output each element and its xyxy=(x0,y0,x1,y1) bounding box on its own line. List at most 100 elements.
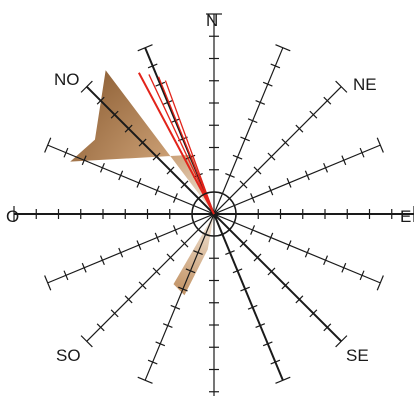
tick-3-1-6 xyxy=(81,262,87,273)
label-so: SO xyxy=(56,346,81,365)
tick-2-0-1 xyxy=(239,180,248,189)
label-no: NO xyxy=(54,70,80,89)
tick-2-1-3 xyxy=(152,267,161,276)
tick-7-1-8 xyxy=(137,44,153,52)
tick-7-0-6 xyxy=(262,341,273,347)
tick-3-0-8 xyxy=(376,137,384,153)
tick-6-0-7 xyxy=(323,323,332,332)
tick-1-0-7 xyxy=(270,63,281,69)
tick-6-1-4 xyxy=(138,138,147,147)
tick-5-0-4 xyxy=(304,247,310,258)
tick-6-0-8 xyxy=(335,335,348,348)
tick-2-1-2 xyxy=(166,253,175,262)
tick-5-0-5 xyxy=(323,255,329,266)
tick-6-1-6 xyxy=(110,110,119,119)
tick-3-0-1 xyxy=(250,193,256,203)
petals-layer xyxy=(70,70,215,296)
red-lines-layer xyxy=(138,72,215,215)
tick-5-1-5 xyxy=(99,162,105,173)
tick-1-0-6 xyxy=(262,81,273,87)
red-line-4 xyxy=(164,80,215,215)
tick-5-0-8 xyxy=(376,275,384,291)
tick-1-1-8 xyxy=(137,376,153,384)
tick-1-0-5 xyxy=(255,99,266,105)
tick-1-1-1 xyxy=(193,250,203,256)
tick-2-1-6 xyxy=(110,309,119,318)
tick-6-1-2 xyxy=(166,166,175,175)
tick-2-0-7 xyxy=(323,96,332,105)
tick-7-0-4 xyxy=(247,304,258,310)
tick-5-1-4 xyxy=(118,170,124,181)
tick-7-0-8 xyxy=(275,376,291,384)
red-line-2 xyxy=(148,74,215,215)
tick-1-1-5 xyxy=(162,323,173,329)
tick-5-1-6 xyxy=(81,155,87,166)
tick-5-0-6 xyxy=(341,262,347,273)
label-o: O xyxy=(6,207,19,226)
tick-5-1-2 xyxy=(154,185,160,196)
tick-6-1-3 xyxy=(152,152,161,161)
tick-6-1-1 xyxy=(180,180,189,189)
tick-5-0-3 xyxy=(286,240,292,250)
tick-5-1-1 xyxy=(172,193,178,203)
tick-7-1-4 xyxy=(170,118,181,124)
tick-7-1-5 xyxy=(162,99,173,105)
center-circle xyxy=(191,191,237,237)
tick-3-1-3 xyxy=(136,240,142,250)
red-line-1 xyxy=(138,72,215,215)
tick-3-0-3 xyxy=(286,178,292,188)
tick-3-0-4 xyxy=(304,170,310,181)
tick-1-0-8 xyxy=(275,44,291,52)
tick-6-0-4 xyxy=(281,281,290,290)
tick-2-0-4 xyxy=(281,138,290,147)
tick-6-0-3 xyxy=(267,267,276,276)
tick-2-0-5 xyxy=(295,124,304,133)
tick-2-1-7 xyxy=(96,323,105,332)
red-line-3 xyxy=(157,76,215,215)
tick-6-0-2 xyxy=(253,253,262,262)
tick-5-1-3 xyxy=(136,178,142,188)
label-e: E xyxy=(400,207,411,226)
tick-2-1-8 xyxy=(80,335,93,348)
tick-2-0-3 xyxy=(267,152,276,161)
tick-2-0-8 xyxy=(335,80,348,93)
tick-3-1-1 xyxy=(172,225,178,235)
tick-2-1-5 xyxy=(124,295,133,304)
tick-7-0-7 xyxy=(270,359,281,365)
label-ne: NE xyxy=(353,75,377,94)
tick-5-1-7 xyxy=(63,147,69,158)
tick-7-1-7 xyxy=(147,63,158,69)
tick-3-1-8 xyxy=(44,275,52,291)
tick-3-0-7 xyxy=(359,147,365,158)
tick-2-0-2 xyxy=(253,166,262,175)
tick-5-0-7 xyxy=(359,270,365,281)
label-n: N xyxy=(206,11,218,30)
tick-2-0-6 xyxy=(309,110,318,119)
tick-7-1-6 xyxy=(155,81,166,87)
tick-6-1-5 xyxy=(124,124,133,133)
label-se: SE xyxy=(346,346,369,365)
tick-3-1-4 xyxy=(118,247,124,258)
tick-3-0-5 xyxy=(323,162,329,173)
tick-6-1-8 xyxy=(80,80,93,93)
tick-3-0-2 xyxy=(268,185,274,196)
tick-5-0-1 xyxy=(250,225,256,235)
tick-2-1-1 xyxy=(180,239,189,248)
tick-1-0-2 xyxy=(232,154,243,160)
tick-6-0-1 xyxy=(239,239,248,248)
tick-2-1-4 xyxy=(138,281,147,290)
tick-7-0-2 xyxy=(232,268,243,274)
tick-5-0-2 xyxy=(268,232,274,243)
tick-3-0-6 xyxy=(341,155,347,166)
tick-3-1-2 xyxy=(154,232,160,243)
tick-1-1-7 xyxy=(147,359,158,365)
tick-7-0-3 xyxy=(240,286,250,292)
petal-2 xyxy=(173,214,214,296)
tick-1-1-3 xyxy=(178,286,188,292)
tick-5-1-8 xyxy=(44,137,52,153)
tick-1-1-2 xyxy=(185,268,196,274)
tick-1-0-4 xyxy=(247,118,258,124)
tick-6-1-7 xyxy=(96,96,105,105)
tick-6-0-6 xyxy=(309,309,318,318)
